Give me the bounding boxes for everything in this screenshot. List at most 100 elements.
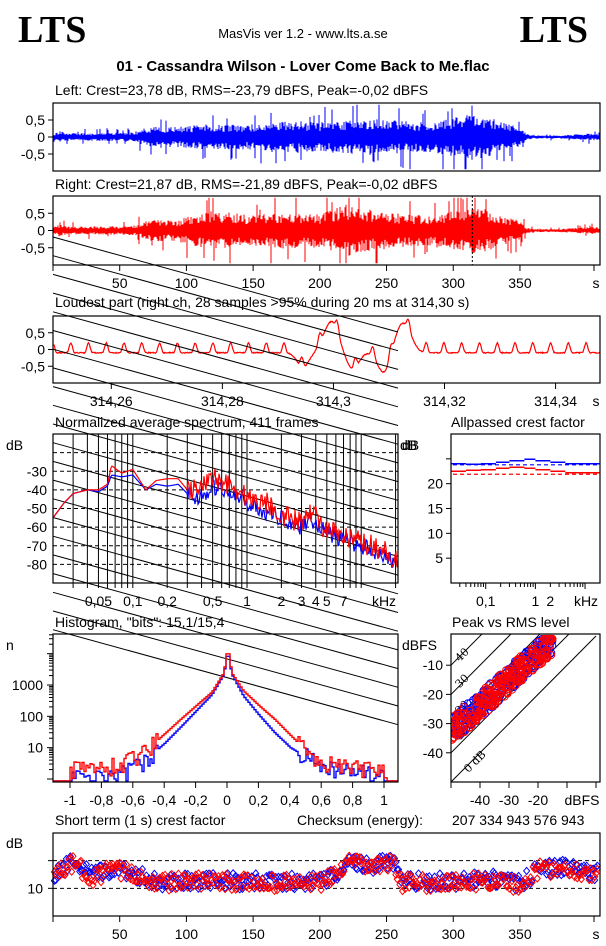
x-tick-label: 300: [442, 926, 466, 942]
crest-point-right: [68, 867, 76, 877]
spectrum-slope-line: [52, 273, 399, 370]
crest-point-left: [205, 869, 213, 878]
crest-point-right: [513, 880, 521, 890]
x-tick-label: 3: [298, 593, 306, 609]
crest-line-10: [451, 634, 570, 754]
pvr-point-right: [512, 677, 521, 686]
spectrum-slope-line: [52, 479, 399, 576]
crest-line-0: [451, 635, 597, 782]
y-tick-label: 0,5: [26, 205, 46, 221]
x-tick-label: 0,1: [476, 593, 496, 609]
pvr-point-right: [459, 703, 468, 712]
crest-line-label: 30: [453, 672, 472, 691]
crest-point-right: [178, 880, 187, 889]
checksum-label: Checksum (energy):: [297, 812, 424, 828]
crest-point-left: [82, 860, 91, 869]
crest-point-right: [545, 858, 553, 867]
pvr-point-right: [517, 676, 526, 685]
crest-point-right: [422, 886, 431, 896]
y-tick-label: 5: [435, 550, 443, 566]
spectrum-series-right: [53, 465, 398, 569]
x-axis-unit: s: [593, 275, 600, 291]
x-tick-label: 200: [308, 275, 332, 291]
y-tick-label: 0: [37, 342, 45, 358]
crest-point-right: [162, 874, 171, 884]
crest-point-right: [117, 874, 125, 883]
peak-vs-rms-frame: [450, 633, 601, 783]
crest-point-right: [472, 885, 480, 894]
crest-point-left: [202, 869, 211, 879]
pvr-point-right: [451, 735, 457, 744]
crest-point-right: [328, 865, 336, 875]
crest-point-right: [486, 883, 495, 893]
crest-point-left: [138, 864, 147, 874]
crest-point-right: [220, 871, 228, 881]
crest-point-left: [234, 873, 243, 883]
y-axis-label: dBFS: [402, 637, 437, 653]
crest-point-left: [277, 872, 285, 882]
crest-point-right: [398, 886, 407, 896]
y-tick-label: -30: [27, 463, 47, 479]
y-tick-label: 10: [27, 880, 43, 896]
pvr-point-right: [486, 685, 495, 694]
x-tick-label: 2: [277, 593, 285, 609]
crest-point-right: [72, 861, 80, 871]
crest-point-right: [193, 880, 201, 890]
crest-point-right: [361, 867, 369, 876]
crest-point-right: [317, 885, 325, 895]
crest-point-right: [402, 874, 411, 884]
crest-point-left: [376, 852, 384, 861]
x-tick-label: -1: [64, 792, 77, 808]
crest-point-right: [102, 859, 111, 869]
app-title: MasVis ver 1.2 - www.lts.a.se: [218, 26, 388, 41]
crest-point-right: [182, 876, 191, 886]
crest-point-right: [554, 863, 563, 873]
pvr-point-right: [465, 706, 474, 715]
pvr-point-right: [524, 663, 532, 672]
x-tick-label: -0,6: [121, 792, 145, 808]
spectrum-slope-line: [52, 255, 399, 352]
pvr-point-right: [543, 640, 551, 649]
histogram-frame: [52, 633, 399, 783]
crest-point-right: [266, 882, 275, 892]
y-tick-label: -80: [27, 556, 47, 572]
crest-point-left: [221, 883, 229, 893]
x-tick-label: 250: [375, 275, 399, 291]
right-waveform: 0,5 0-0,5 50 100 150 200 250 300 350 s: [21, 195, 601, 291]
crest-point-right: [329, 876, 337, 886]
crest-point-right: [241, 871, 249, 880]
crest-point-left: [66, 852, 75, 861]
crest-point-right: [153, 883, 161, 893]
crest-point-right: [66, 853, 75, 862]
short-term-crest-frame: [52, 832, 601, 917]
y-tick-label: 0: [37, 129, 45, 145]
crest-point-left: [110, 869, 119, 879]
y-tick-label: 0,5: [26, 112, 46, 128]
crest-point-right: [528, 878, 536, 887]
crest-point-left: [460, 869, 468, 878]
crest-point-right: [569, 864, 577, 873]
histogram-series-right: [53, 653, 398, 782]
x-tick-label: 7: [340, 593, 348, 609]
pvr-point-right: [503, 689, 511, 697]
x-tick-label: 314,26: [90, 393, 133, 409]
crest-point-right: [533, 874, 541, 883]
x-tick-label: 4: [312, 593, 320, 609]
logo-left: LTS: [18, 9, 87, 51]
y-axis-label: dB: [402, 437, 419, 453]
crest-point-right: [444, 871, 452, 881]
crest-point-right: [304, 878, 312, 888]
crest-point-right: [574, 870, 583, 880]
logo-right: LTS: [519, 9, 588, 51]
crest-point-right: [354, 857, 363, 866]
crest-point-right: [321, 873, 329, 883]
crest-point-right: [446, 882, 455, 891]
crest-point-right: [454, 882, 463, 892]
crest-point-left: [176, 878, 184, 888]
x-tick-label: 314,32: [423, 393, 466, 409]
x-tick-label: -40: [470, 792, 490, 808]
crest-point-right: [376, 866, 384, 876]
y-axis-label: n: [6, 637, 14, 653]
crest-point-right: [280, 871, 288, 881]
allpassed-crest-chart: dB 20 15 10 5 0,1 1 2 kHz: [402, 433, 601, 609]
